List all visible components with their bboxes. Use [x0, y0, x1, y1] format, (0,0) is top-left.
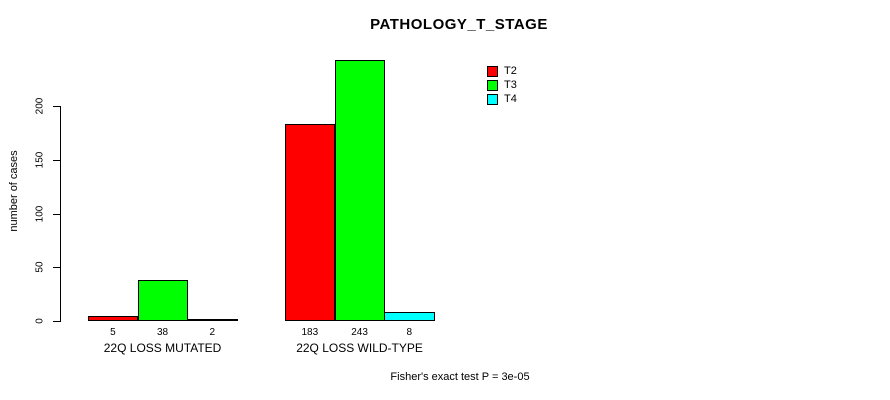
legend-label: T2 — [504, 65, 517, 77]
bar-value-label: 183 — [301, 327, 319, 338]
legend-row: T4 — [487, 94, 517, 105]
y-tick — [53, 267, 60, 269]
y-tick-label: 200 — [34, 97, 46, 115]
y-tick-label: 100 — [34, 205, 46, 222]
bar-t3-1 — [137, 280, 188, 321]
legend-swatch-t2 — [487, 66, 498, 77]
legend-row: T3 — [487, 80, 517, 91]
legend-swatch-t4 — [487, 94, 498, 105]
stats-annotation: Fisher's exact test P = 3e-05 — [390, 371, 530, 383]
legend-swatch-t3 — [487, 80, 498, 91]
y-tick — [53, 106, 60, 107]
y-tick — [53, 213, 60, 215]
bar-value-label: 243 — [351, 327, 368, 338]
y-axis-label: number of cases — [8, 150, 20, 232]
bar-value-label: 2 — [209, 327, 216, 338]
legend: T2 T3 T4 — [487, 66, 517, 105]
legend-label: T3 — [504, 79, 517, 91]
chart-title: PATHOLOGY_T_STAGE — [370, 16, 548, 33]
y-axis-line — [60, 106, 61, 322]
bar-value-label: 5 — [110, 327, 116, 338]
bar-t4-1 — [187, 318, 238, 321]
bar-value-label: 38 — [156, 327, 169, 338]
group-label: 22Q LOSS WILD-TYPE — [296, 341, 423, 355]
bar-value-label: 8 — [406, 327, 413, 338]
legend-row: T2 — [487, 66, 517, 77]
bar-t4-2 — [384, 312, 435, 321]
bar-t2-1 — [88, 315, 139, 321]
bar-t3-2 — [334, 59, 385, 321]
y-tick-label: 50 — [34, 261, 46, 273]
bar-t2-2 — [285, 124, 336, 321]
y-tick — [53, 159, 60, 161]
legend-label: T4 — [504, 93, 517, 105]
group-label: 22Q LOSS MUTATED — [103, 341, 222, 355]
y-tick-label: 150 — [34, 151, 46, 169]
y-tick — [53, 321, 60, 322]
y-tick-label: 0 — [34, 318, 46, 324]
